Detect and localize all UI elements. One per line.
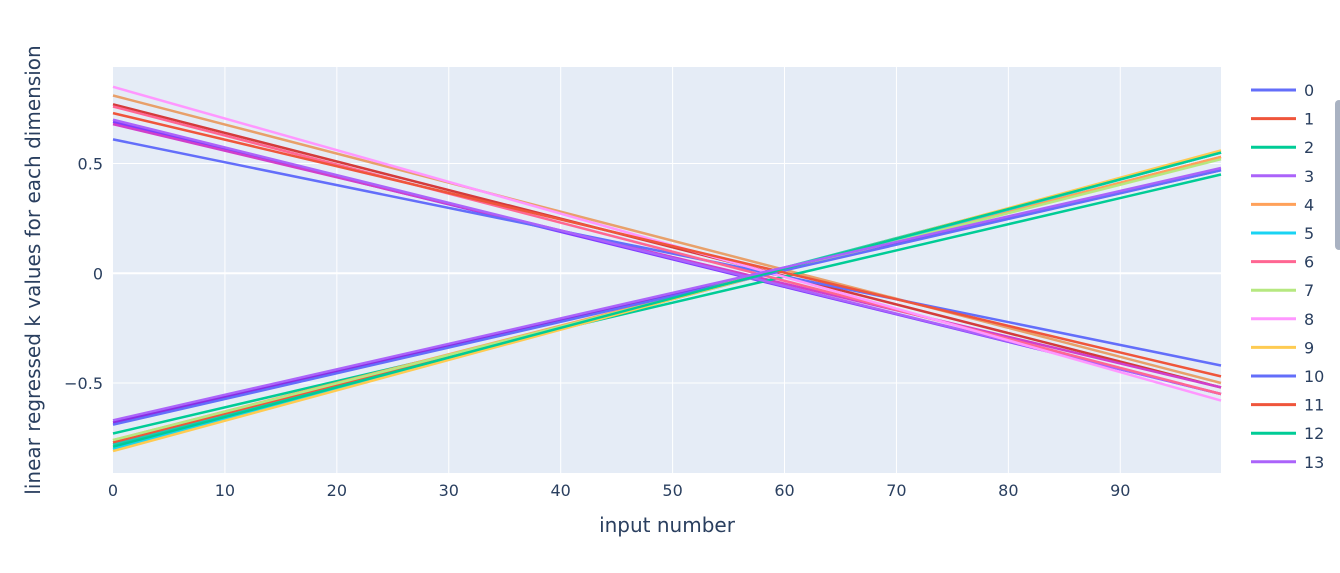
series-line-11 [112,111,1222,378]
x-tick-label: 40 [550,481,570,500]
series-line-12 [112,151,1222,448]
y-axis-title: linear regressed k values for each dimen… [21,45,45,494]
x-tick-label: 60 [774,481,794,500]
legend-label: 12 [1304,424,1324,443]
series-line-10 [112,168,1222,426]
series-line-6 [112,105,1222,396]
legend-label: 11 [1304,396,1324,415]
series-line-extra-2 [112,94,1222,385]
x-tick-label: 80 [998,481,1018,500]
legend-label: 13 [1304,453,1324,472]
legend-label: 6 [1304,253,1314,272]
legend-item-4[interactable]: 4 [1251,195,1314,214]
legend-label: 2 [1304,138,1314,157]
legend-label: 1 [1304,110,1314,129]
legend-label: 3 [1304,167,1314,186]
series-line-2 [112,173,1222,435]
series-lines [112,85,1222,453]
x-tick-labels: 0 10 20 30 40 50 60 70 80 90 [108,481,1131,500]
legend-item-2[interactable]: 2 [1251,138,1314,157]
legend-item-7[interactable]: 7 [1251,281,1314,300]
series-line-0 [112,138,1222,367]
x-tick-label: 50 [662,481,682,500]
legend-label: 8 [1304,310,1314,329]
legend-label: 7 [1304,281,1314,300]
legend-label: 5 [1304,224,1314,243]
legend-scrollbar[interactable] [1335,100,1340,250]
legend-item-6[interactable]: 6 [1251,253,1314,272]
x-tick-label: 20 [327,481,347,500]
series-line-13 [112,166,1222,422]
legend-item-9[interactable]: 9 [1251,338,1314,357]
legend-label: 4 [1304,195,1314,214]
y-tick-label: 0.5 [78,155,103,174]
legend-item-13[interactable]: 13 [1251,453,1324,472]
legend-item-1[interactable]: 1 [1251,110,1314,129]
y-tick-labels: −0.5 0 0.5 [64,155,103,393]
legend-label: 10 [1304,367,1324,386]
plot-background [113,67,1221,473]
x-tick-label: 10 [215,481,235,500]
legend-item-12[interactable]: 12 [1251,424,1324,443]
legend-label: 0 [1304,81,1314,100]
legend-item-0[interactable]: 0 [1251,81,1314,100]
legend-item-10[interactable]: 10 [1251,367,1324,386]
legend-label: 9 [1304,338,1314,357]
x-tick-label: 70 [886,481,906,500]
legend-item-8[interactable]: 8 [1251,310,1314,329]
x-axis-title: input number [599,513,736,537]
y-tick-label: −0.5 [64,374,103,393]
x-tick-label: 30 [439,481,459,500]
legend-item-3[interactable]: 3 [1251,167,1314,186]
x-tick-label: 0 [108,481,118,500]
x-tick-label: 90 [1110,481,1130,500]
y-tick-label: 0 [93,264,103,283]
legend-item-5[interactable]: 5 [1251,224,1314,243]
legend-item-11[interactable]: 11 [1251,396,1324,415]
